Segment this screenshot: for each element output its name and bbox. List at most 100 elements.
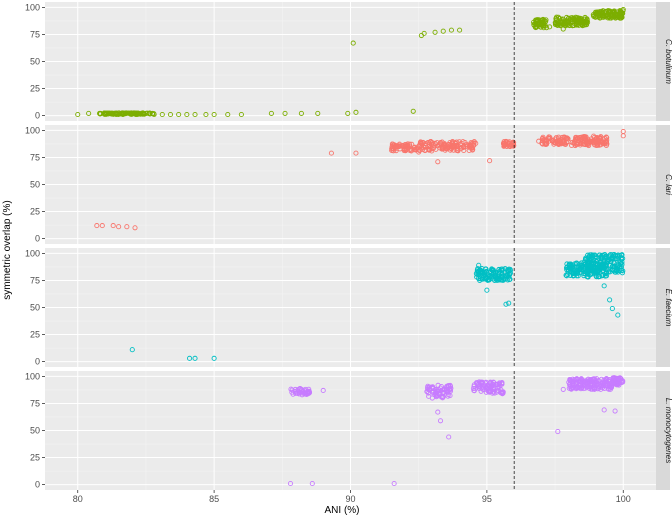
x-tick-label: 80 [73,494,83,504]
y-tick-label: 75 [30,275,40,285]
data-point [94,223,100,229]
data-point [102,110,108,116]
data-point [473,270,479,277]
data-point [584,141,590,148]
data-point [567,272,574,278]
data-point [566,20,572,26]
data-point [187,355,193,361]
data-point [571,377,577,383]
data-point [574,381,580,387]
facet-strip [656,2,670,121]
data-point [597,252,603,258]
data-point [103,111,109,117]
y-tick-label: 0 [35,357,40,367]
data-point [603,377,609,383]
data-point [583,384,589,390]
data-point [490,267,496,273]
data-point [565,266,571,273]
facet-strip [656,248,670,367]
data-point [503,272,509,278]
y-tick-label: 100 [25,2,40,12]
data-point [489,383,495,390]
data-point [167,111,174,118]
data-point [500,389,506,395]
data-point [437,418,444,424]
data-point [462,139,468,146]
y-tick-label: 50 [30,426,40,436]
data-point [562,141,568,147]
data-point [475,266,481,272]
y-tick-label: 0 [35,480,40,490]
data-point [576,22,582,28]
data-point [448,27,454,33]
data-point [287,480,294,487]
data-point [429,395,435,401]
data-point [426,147,432,153]
grid-layer: 0 25 50 75 100 C. botulinum 0 25 50 75 100 C. lari 0… [25,2,672,504]
data-point [503,301,509,307]
data-point [192,355,198,361]
data-point [557,139,563,145]
data-point [211,111,217,118]
data-point [574,268,580,274]
data-point [476,262,482,268]
data-point [565,269,571,275]
data-point [401,148,407,154]
x-axis-title: ANI (%) [325,505,360,516]
data-point [129,347,135,353]
data-point [487,158,493,164]
data-point [132,225,138,231]
data-point [612,11,618,17]
data-point [176,111,182,118]
data-point [580,23,586,29]
data-point [552,19,558,26]
data-point [435,159,441,165]
data-point [482,380,488,386]
y-tick-label: 25 [30,330,40,340]
data-point [600,267,606,274]
data-point [110,110,116,116]
data-point [592,252,598,258]
data-point [585,257,591,263]
data-point [614,264,620,270]
data-point [353,109,359,115]
data-point [211,355,217,361]
data-point [135,110,141,116]
data-point [507,276,513,282]
data-point [593,13,599,19]
data-point [547,24,553,30]
data-point [581,141,587,147]
data-point [582,256,588,262]
data-point [143,110,149,116]
data-point [412,146,418,152]
data-point [118,110,124,116]
data-point [445,393,451,399]
data-point [425,386,431,392]
data-point [298,110,304,116]
y-tick-label: 25 [30,453,40,463]
data-point [572,142,578,149]
data-point [538,20,544,26]
data-point [450,143,456,150]
data-point [590,257,597,263]
data-point [446,434,452,440]
data-point [597,384,603,390]
data-point [617,10,623,16]
data-point [618,260,624,267]
data-point [583,18,590,24]
y-tick-label: 50 [30,303,40,313]
data-point [483,269,489,275]
x-tick-label: 95 [482,494,492,504]
y-axis-title: symmetric overlap (%) [2,200,13,299]
data-point [481,273,487,279]
data-point [225,111,231,118]
facet-strip [656,371,670,490]
data-point [151,111,157,118]
data-point [601,263,607,269]
data-point [610,267,616,273]
data-point [432,29,438,35]
data-point [238,111,244,118]
x-tick-label: 85 [209,494,219,504]
data-point [588,252,594,258]
data-point [613,380,619,386]
